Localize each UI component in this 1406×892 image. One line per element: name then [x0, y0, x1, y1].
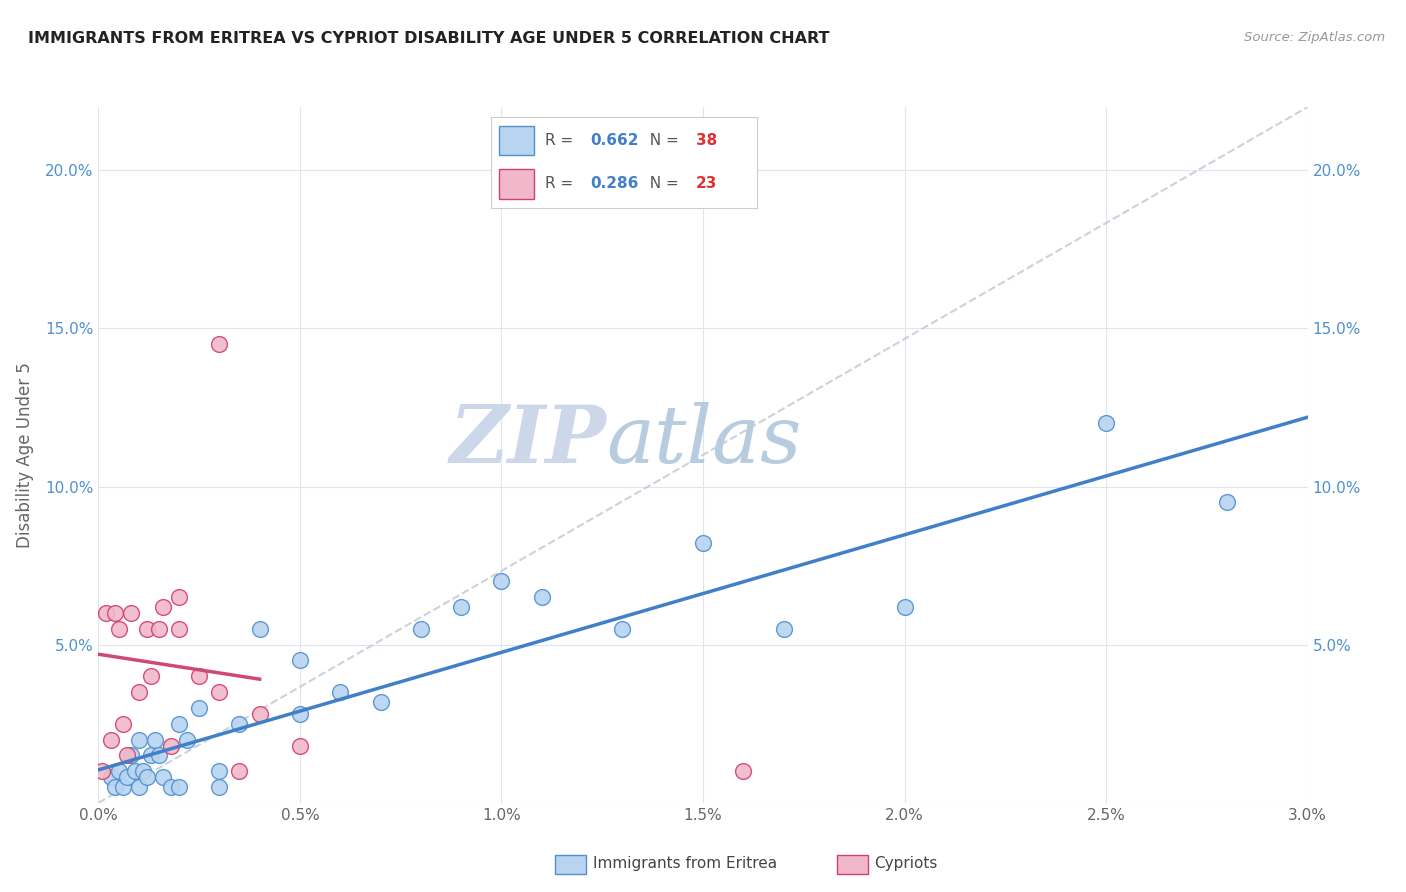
- Point: [143, 732, 166, 747]
- Text: Immigrants from Eritrea: Immigrants from Eritrea: [593, 856, 778, 871]
- Text: atlas: atlas: [606, 402, 801, 480]
- Point: [1095, 417, 1118, 431]
- Point: [148, 748, 170, 763]
- Text: Cypriots: Cypriots: [875, 856, 938, 871]
- Point: [115, 748, 138, 763]
- Point: [228, 716, 250, 731]
- Point: [208, 764, 231, 779]
- Point: [409, 622, 432, 636]
- Point: [1216, 495, 1239, 509]
- Text: ZIP: ZIP: [450, 402, 606, 480]
- Point: [135, 771, 157, 785]
- Point: [135, 622, 157, 636]
- Point: [208, 337, 231, 351]
- Point: [100, 732, 122, 747]
- Point: [249, 707, 271, 722]
- Point: [733, 764, 755, 779]
- Point: [107, 622, 129, 636]
- Point: [103, 780, 125, 794]
- Point: [120, 748, 142, 763]
- Point: [115, 771, 138, 785]
- Point: [329, 685, 352, 699]
- Text: Source: ZipAtlas.com: Source: ZipAtlas.com: [1244, 31, 1385, 45]
- Point: [139, 748, 162, 763]
- Point: [91, 764, 114, 779]
- Point: [692, 536, 714, 550]
- Point: [167, 716, 190, 731]
- Point: [249, 622, 271, 636]
- Point: [103, 606, 125, 620]
- Point: [148, 622, 170, 636]
- Point: [288, 739, 311, 753]
- Y-axis label: Disability Age Under 5: Disability Age Under 5: [15, 362, 34, 548]
- Point: [139, 669, 162, 683]
- Point: [100, 771, 122, 785]
- Text: IMMIGRANTS FROM ERITREA VS CYPRIOT DISABILITY AGE UNDER 5 CORRELATION CHART: IMMIGRANTS FROM ERITREA VS CYPRIOT DISAB…: [28, 31, 830, 46]
- Point: [208, 780, 231, 794]
- Point: [288, 653, 311, 667]
- Point: [228, 764, 250, 779]
- Point: [188, 701, 211, 715]
- Point: [530, 591, 553, 605]
- Point: [128, 685, 150, 699]
- Point: [612, 622, 634, 636]
- Point: [124, 764, 146, 779]
- Point: [188, 669, 211, 683]
- Point: [160, 780, 183, 794]
- Point: [160, 739, 183, 753]
- Point: [107, 764, 129, 779]
- Point: [128, 780, 150, 794]
- Point: [120, 606, 142, 620]
- Point: [167, 622, 190, 636]
- Point: [132, 764, 155, 779]
- Point: [167, 591, 190, 605]
- Point: [152, 599, 174, 614]
- Point: [111, 780, 134, 794]
- Point: [111, 716, 134, 731]
- Point: [167, 780, 190, 794]
- Point: [893, 599, 915, 614]
- Point: [152, 771, 174, 785]
- Point: [491, 574, 513, 589]
- Point: [128, 732, 150, 747]
- Point: [772, 622, 794, 636]
- Point: [450, 599, 472, 614]
- Point: [176, 732, 198, 747]
- Point: [288, 707, 311, 722]
- Point: [96, 606, 118, 620]
- Point: [370, 695, 392, 709]
- Point: [208, 685, 231, 699]
